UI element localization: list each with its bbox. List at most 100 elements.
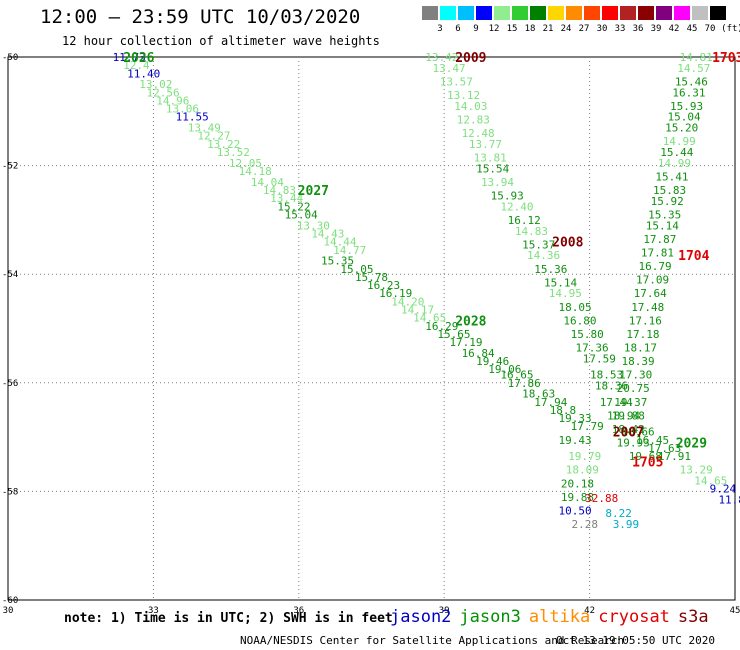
- scale-label: 45: [686, 24, 698, 34]
- scale-swatch: [566, 6, 582, 20]
- swh-value-label: 13.29: [680, 464, 713, 477]
- swh-value-label: 9.24: [710, 483, 737, 496]
- swh-value-label: 11.40: [127, 67, 160, 80]
- x-tick-label: 36: [293, 606, 304, 616]
- swh-value-label: 16.29: [425, 320, 458, 333]
- x-tick-label: 33: [148, 606, 159, 616]
- swh-value-label: 12.40: [500, 200, 533, 213]
- legend-jason3: jason3: [459, 607, 521, 627]
- x-tick-label: 30: [3, 606, 14, 616]
- track-id-label: 2007: [613, 426, 644, 441]
- scale-label: 21: [542, 24, 554, 34]
- swh-value-label: 15.65: [437, 328, 470, 341]
- track-id-label: 1703: [712, 51, 740, 66]
- swh-value-label: 17.16: [629, 314, 662, 327]
- swh-value-label: 15.35: [321, 255, 354, 268]
- scale-swatch: [638, 6, 654, 20]
- swh-value-label: 32.88: [585, 492, 618, 505]
- scale-swatch: [620, 6, 636, 20]
- swh-value-label: 15.93: [670, 100, 703, 113]
- swh-value-label: 16.79: [638, 260, 671, 273]
- scale-label: 3: [437, 24, 443, 34]
- swh-value-label: 14.44: [323, 236, 356, 249]
- track-id-label: 2028: [455, 314, 486, 329]
- swh-value-label: 14.99: [658, 157, 691, 170]
- swh-value-label: 15.46: [675, 75, 708, 88]
- swh-value-label: 15.14: [646, 219, 679, 232]
- track-id-label: 2026: [123, 51, 154, 66]
- track-id-label: 1704: [678, 249, 709, 264]
- swh-value-label: 14.17: [401, 303, 434, 316]
- footer-timestamp: Oct 13 19:05:50 UTC 2020: [556, 634, 715, 647]
- track-id-label: 2027: [298, 184, 329, 199]
- swh-value-label: 12.48: [462, 127, 495, 140]
- scale-label: 39: [650, 24, 662, 34]
- scale-label: 27: [578, 24, 590, 34]
- scale-swatch: [458, 6, 474, 20]
- x-tick-label: 42: [584, 606, 595, 616]
- swh-value-label: 13.94: [481, 176, 514, 189]
- swh-value-label: 18.05: [558, 301, 591, 314]
- swh-value-label: 15.80: [571, 328, 604, 341]
- swh-value-label: 13.77: [469, 138, 502, 151]
- track-id-label: 2008: [552, 236, 583, 251]
- y-tick-label: -50: [2, 53, 18, 63]
- swh-value-label: 17.30: [619, 369, 652, 382]
- swh-value-label: 14.83: [263, 184, 296, 197]
- swh-value-label: 14.43: [311, 227, 344, 240]
- satellite-legend: jason2 jason3 altika cryosat s3a: [390, 607, 717, 627]
- scale-swatch: [710, 6, 726, 20]
- y-tick-label: -52: [2, 162, 18, 172]
- swh-value-label: 12.27: [197, 130, 230, 143]
- swh-value-label: 13.44: [270, 192, 303, 205]
- swh-value-label: 16.65: [500, 369, 533, 382]
- swh-value-label: 12.83: [457, 113, 490, 126]
- swh-value-label: 18.53: [590, 369, 623, 382]
- swh-value-label: 13.02: [139, 78, 172, 91]
- swh-value-label: 13.42: [425, 51, 458, 64]
- swh-value-label: 19.88: [561, 491, 594, 504]
- swh-value-label: 14.36: [527, 249, 560, 262]
- scale-label: 70: [704, 24, 716, 34]
- x-tick-label: 39: [439, 606, 450, 616]
- scale-label: 9: [473, 24, 479, 34]
- swh-value-label: 15.78: [355, 271, 388, 284]
- swh-value-label: 18.66: [622, 426, 655, 439]
- swh-value-label: 15.93: [491, 189, 524, 202]
- swh-value-label: 19.68: [629, 450, 662, 463]
- swh-value-label: 18.39: [622, 355, 655, 368]
- swh-value-label: 17.86: [508, 377, 541, 390]
- swh-value-label: 16.80: [563, 314, 596, 327]
- swh-value-label: 12.56: [147, 86, 180, 99]
- swh-value-label: 11.73: [113, 51, 146, 64]
- swh-value-label: 14.18: [239, 165, 272, 178]
- swh-value-label: 16.31: [672, 86, 705, 99]
- swh-value-label: 14.04: [251, 176, 284, 189]
- swh-value-label: 15.92: [651, 195, 684, 208]
- y-tick-label: -58: [2, 487, 18, 497]
- track-id-label: 2029: [676, 437, 707, 452]
- swh-value-label: 15.54: [476, 162, 509, 175]
- chart-title: 12:00 – 23:59 UTC 10/03/2020: [40, 6, 361, 28]
- swh-value-label: 15.20: [665, 122, 698, 135]
- swh-value-label: 20.75: [617, 382, 650, 395]
- swh-value-label: 14.65: [694, 475, 727, 488]
- scale-swatch: [656, 6, 672, 20]
- swh-value-label: 19.06: [488, 363, 521, 376]
- swh-value-label: 2.28: [572, 518, 599, 531]
- scale-label: 24: [560, 24, 572, 34]
- swh-value-label: 19.37: [614, 396, 647, 409]
- swh-value-label: 20.18: [561, 477, 594, 490]
- swh-value-label: 15.83: [653, 184, 686, 197]
- plot-frame: [7, 56, 736, 601]
- swh-value-label: 18.63: [522, 388, 555, 401]
- swh-value-label: 17.44: [600, 396, 633, 409]
- swh-value-label: 17.36: [575, 342, 608, 355]
- scale-swatch: [494, 6, 510, 20]
- scale-label: 42: [668, 24, 680, 34]
- swh-value-label: 19.79: [568, 450, 601, 463]
- swh-value-label: 17.64: [634, 287, 667, 300]
- swh-value-label: 17.87: [643, 233, 676, 246]
- scale-swatch: [476, 6, 492, 20]
- swh-value-label: 18.36: [595, 380, 628, 393]
